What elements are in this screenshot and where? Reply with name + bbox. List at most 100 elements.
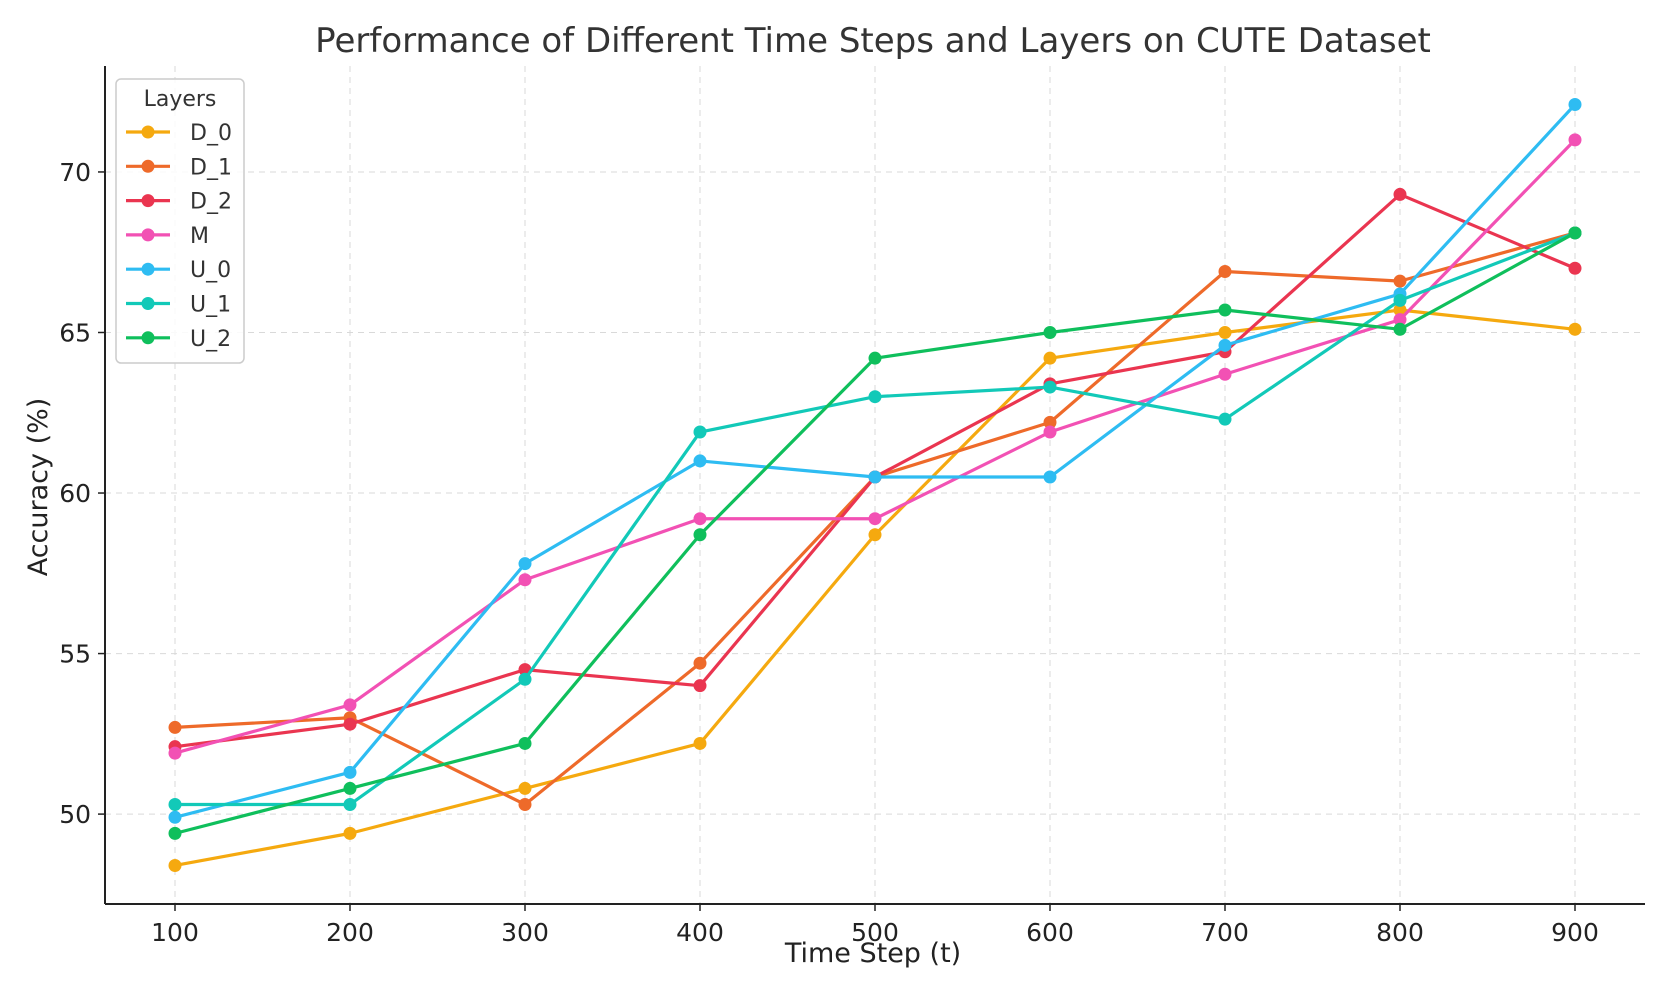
data-point-u-0 — [1218, 338, 1232, 352]
data-point-m — [168, 746, 182, 760]
data-point-m — [1218, 367, 1232, 381]
series-m — [168, 133, 1582, 760]
data-point-u-2 — [1218, 303, 1232, 317]
data-point-u-2 — [1393, 322, 1407, 336]
data-point-u-0 — [868, 470, 882, 484]
data-point-d-0 — [1043, 351, 1057, 365]
legend-label: U_0 — [190, 258, 231, 283]
x-tick-label: 200 — [326, 918, 374, 947]
data-point-u-2 — [1043, 325, 1057, 339]
series-layer — [168, 98, 1582, 872]
data-point-d-0 — [518, 781, 532, 795]
x-tick-label: 900 — [1551, 918, 1599, 947]
legend-label: D_2 — [190, 190, 232, 215]
legend-label: M — [190, 224, 209, 249]
legend-swatch-marker — [141, 262, 155, 276]
data-point-m — [1393, 313, 1407, 327]
data-point-m — [343, 698, 357, 712]
data-point-u-2 — [518, 736, 532, 750]
data-point-u-2 — [168, 826, 182, 840]
data-point-u-1 — [693, 425, 707, 439]
legend-box — [115, 78, 245, 364]
data-point-d-0 — [693, 736, 707, 750]
legend-item-d-1: D_1 — [126, 155, 232, 180]
legend-swatch-marker — [141, 194, 155, 208]
data-point-d-0 — [868, 528, 882, 542]
y-tick-label: 70 — [59, 158, 91, 187]
grid-layer — [105, 66, 1645, 904]
legend-swatch-marker — [141, 228, 155, 242]
legend: Layers D_0 D_1 D_2 M U_0 U_1 U_2 — [115, 78, 245, 364]
legend-item-u-2: U_2 — [126, 327, 231, 352]
legend-swatch-marker — [141, 159, 155, 173]
data-point-u-2 — [693, 528, 707, 542]
legend-label: D_1 — [190, 155, 232, 180]
data-point-d-1 — [518, 797, 532, 811]
legend-label: U_1 — [190, 293, 231, 318]
legend-label: D_0 — [190, 121, 232, 146]
data-point-u-0 — [518, 557, 532, 571]
legend-item-m: M — [126, 224, 209, 249]
data-point-u-0 — [693, 454, 707, 468]
legend-title: Layers — [144, 87, 217, 112]
data-point-u-1 — [168, 797, 182, 811]
data-point-u-1 — [1218, 412, 1232, 426]
data-point-u-2 — [1568, 226, 1582, 240]
legend-item-d-0: D_0 — [126, 121, 232, 146]
data-point-d-1 — [1393, 274, 1407, 288]
data-point-d-0 — [1218, 325, 1232, 339]
legend-swatch-marker — [141, 331, 155, 345]
data-point-d-1 — [1043, 415, 1057, 429]
legend-label: U_2 — [190, 327, 231, 352]
data-point-m — [693, 512, 707, 526]
legend-swatch-marker — [141, 125, 155, 139]
chart-title: Performance of Different Time Steps and … — [315, 21, 1431, 61]
data-point-m — [518, 573, 532, 587]
x-tick-label: 800 — [1376, 918, 1424, 947]
y-tick-label: 65 — [59, 318, 91, 347]
y-axis-label: Accuracy (%) — [23, 398, 54, 577]
axes-layer: 100 200 300 400 500 600 700 800 900 50 55 60 65 70 — [59, 66, 1645, 947]
legend-item-d-2: D_2 — [126, 190, 232, 215]
y-tick-label: 50 — [59, 800, 91, 829]
data-point-m — [1568, 133, 1582, 147]
legend-entries: D_0 D_1 D_2 M U_0 U_1 U_2 — [126, 121, 232, 352]
series-d-0 — [168, 303, 1582, 872]
data-point-d-1 — [1218, 264, 1232, 278]
data-point-d-2 — [693, 679, 707, 693]
data-point-d-0 — [1568, 322, 1582, 336]
data-point-u-0 — [1568, 98, 1582, 112]
x-tick-label: 300 — [501, 918, 549, 947]
data-point-u-1 — [1393, 293, 1407, 307]
data-point-d-0 — [343, 826, 357, 840]
data-point-u-1 — [518, 672, 532, 686]
series-u-2 — [168, 226, 1582, 840]
x-tick-label: 500 — [851, 918, 899, 947]
data-point-u-2 — [343, 781, 357, 795]
data-point-u-0 — [168, 810, 182, 824]
data-point-d-2 — [1393, 187, 1407, 201]
data-point-d-2 — [1568, 261, 1582, 275]
data-point-m — [1043, 425, 1057, 439]
x-tick-label: 400 — [676, 918, 724, 947]
data-point-d-1 — [168, 720, 182, 734]
data-point-d-0 — [168, 858, 182, 872]
y-tick-label: 60 — [59, 479, 91, 508]
legend-item-u-1: U_1 — [126, 293, 231, 318]
labels-layer: Performance of Different Time Steps and … — [23, 21, 1431, 969]
data-point-u-1 — [343, 797, 357, 811]
data-point-u-0 — [1043, 470, 1057, 484]
data-point-d-0 — [1393, 303, 1407, 317]
x-tick-label: 700 — [1201, 918, 1249, 947]
y-tick-label: 55 — [59, 640, 91, 669]
x-axis-label: Time Step (t) — [784, 938, 961, 969]
data-point-u-1 — [868, 390, 882, 404]
data-point-u-1 — [1043, 380, 1057, 394]
data-point-m — [868, 512, 882, 526]
series-u-0 — [168, 98, 1582, 824]
data-point-u-0 — [343, 765, 357, 779]
x-tick-label: 100 — [151, 918, 199, 947]
